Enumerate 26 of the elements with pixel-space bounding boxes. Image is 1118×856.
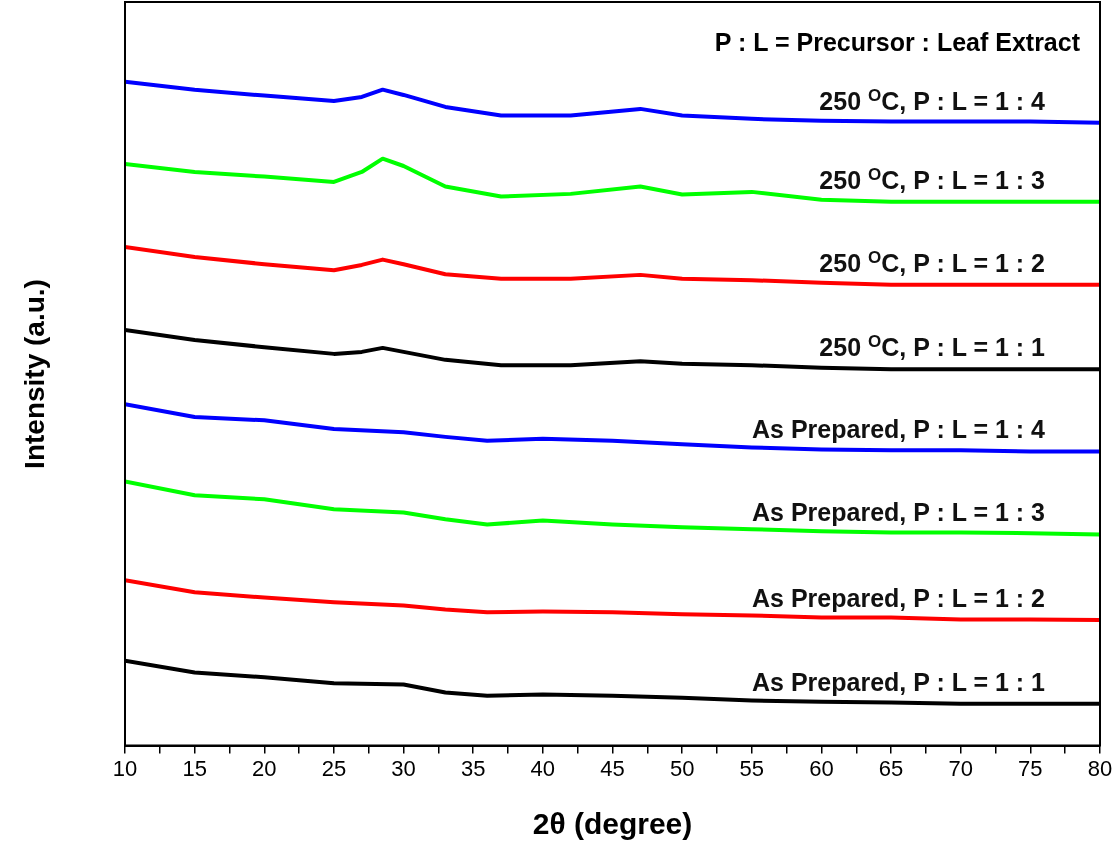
x-tick-label: 50 bbox=[669, 755, 695, 781]
series-label: As Prepared, P : L = 1 : 2 bbox=[752, 583, 1045, 613]
x-tick-label: 15 bbox=[182, 755, 207, 781]
x-axis-title: 2θ (degree) bbox=[532, 807, 693, 841]
series-label: As Prepared, P : L = 1 : 3 bbox=[752, 497, 1045, 527]
x-tick-label: 75 bbox=[1018, 755, 1043, 781]
x-tick-label: 55 bbox=[739, 755, 765, 781]
series-label: 250 $^{O}$C, P : L = 1 : 3 bbox=[819, 164, 1045, 195]
text: P : L = Precursor : Leaf Extract bbox=[714, 27, 1080, 57]
x-tick-label: 35 bbox=[460, 755, 486, 781]
x-tick-label: 60 bbox=[809, 755, 834, 781]
x-tick-label: 40 bbox=[530, 755, 556, 781]
series-label: 250 $^{O}$C, P : L = 1 : 2 bbox=[819, 247, 1045, 278]
series-label: 250 $^{O}$C, P : L = 1 : 4 bbox=[819, 85, 1045, 116]
x-tick-label: 25 bbox=[321, 755, 347, 781]
x-tick-label: 30 bbox=[391, 755, 416, 781]
series-label: As Prepared, P : L = 1 : 4 bbox=[752, 414, 1045, 444]
x-tick-label: 20 bbox=[252, 755, 277, 781]
y-axis-title: Intensity (a.u.) bbox=[19, 278, 51, 469]
x-tick-label: 45 bbox=[600, 755, 625, 781]
x-tick-label: 80 bbox=[1087, 755, 1113, 781]
x-tick-label: 10 bbox=[112, 755, 138, 781]
x-tick-label: 65 bbox=[878, 755, 904, 781]
series-label: 250 $^{O}$C, P : L = 1 : 1 bbox=[819, 331, 1045, 363]
x-tick-label: 70 bbox=[948, 755, 973, 781]
series-label: As Prepared, P : L = 1 : 1 bbox=[752, 667, 1045, 697]
